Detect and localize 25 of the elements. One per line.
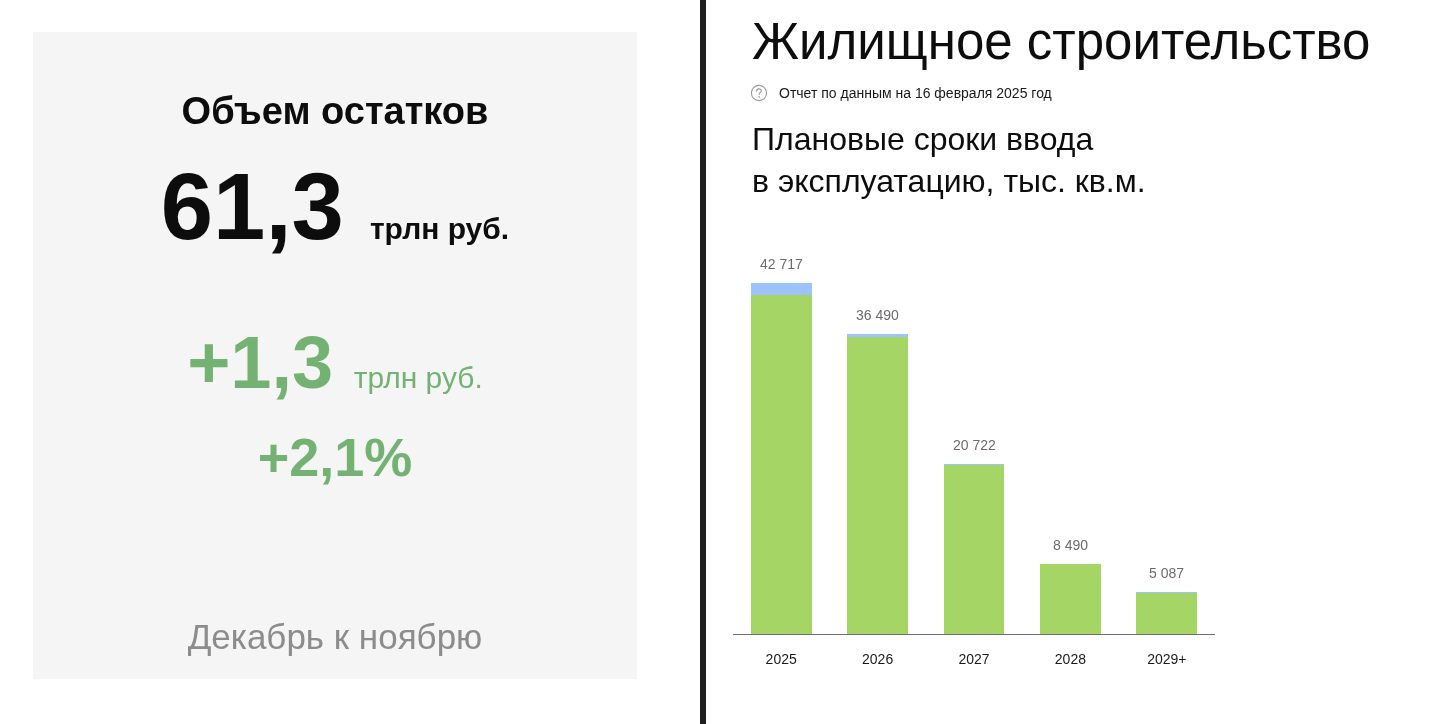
- text: +2,1%: [257, 427, 413, 487]
- annotation: 8 490: [1053, 537, 1089, 553]
- bar: [847, 334, 909, 338]
- x-tick-label: 2026: [862, 650, 894, 667]
- bar: [1136, 592, 1198, 634]
- bar: [847, 337, 909, 634]
- x-tick-label: 2029+: [1147, 650, 1187, 667]
- x-tick-label: 2028: [1054, 650, 1087, 667]
- x-tick-label: 2027: [958, 650, 990, 667]
- text: Декабрь к ноябрю: [186, 617, 484, 656]
- bar: [1039, 564, 1101, 634]
- annotation: 20 722: [953, 437, 997, 453]
- x-tick-label: 2025: [765, 650, 797, 667]
- chart-title: Плановые сроки ввода в эксплуатацию, тыс. кв.м.: [752, 120, 1146, 199]
- annotation: 5 087: [1149, 565, 1185, 581]
- bar: [750, 283, 812, 295]
- bar: [750, 294, 812, 634]
- text: Объем остатков: [180, 90, 490, 132]
- annotation: 36 490: [856, 307, 900, 323]
- annotation: 42 717: [760, 256, 804, 272]
- text: Жилищное строительство: [752, 13, 1371, 70]
- bar: [943, 464, 1005, 634]
- text: +1,3 трлн руб.: [187, 321, 483, 404]
- text: 61,3 трлн руб.: [160, 154, 510, 259]
- text: Отчет по данным на 16 февраля 2025 год: [779, 85, 1052, 101]
